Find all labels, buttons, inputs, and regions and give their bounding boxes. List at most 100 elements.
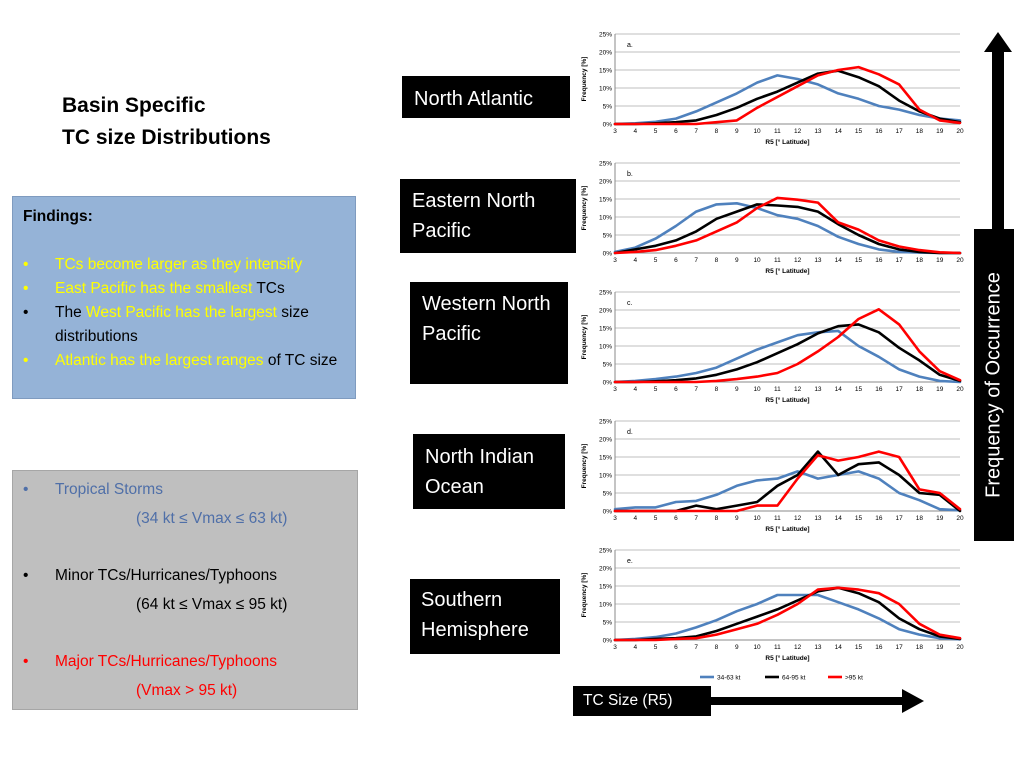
- x-tick-label: 3: [613, 128, 617, 135]
- y-tick-label: 10%: [599, 86, 612, 93]
- x-tick-label: 12: [794, 386, 802, 393]
- y-tick-label: 10%: [599, 473, 612, 480]
- bullet: •: [23, 481, 29, 498]
- x-tick-label: 16: [875, 386, 883, 393]
- x-tick-label: 18: [916, 644, 924, 651]
- x-tick-label: 13: [814, 257, 822, 264]
- y-tick-label: 25%: [599, 290, 612, 297]
- legend-label: >95 kt: [845, 675, 863, 682]
- series-line-1: [613, 470, 962, 512]
- x-tick-label: 12: [794, 257, 802, 264]
- x-tick-label: 3: [613, 644, 617, 651]
- series-line-2: [613, 450, 962, 513]
- y-tick-label: 20%: [599, 50, 612, 57]
- finding-text: The: [55, 304, 87, 321]
- x-tick-label: 5: [654, 644, 658, 651]
- y-tick-label: 25%: [599, 419, 612, 426]
- x-tick-label: 20: [956, 257, 964, 264]
- x-tick-label: 17: [896, 644, 904, 651]
- basin-label-north-atlantic: North Atlantic: [402, 76, 570, 118]
- storm-category-range: (Vmax > 95 kt): [136, 682, 238, 699]
- x-tick-label: 9: [735, 257, 739, 264]
- x-tick-label: 19: [936, 515, 944, 522]
- x-tick-label: 15: [855, 128, 863, 135]
- x-tick-label: 12: [794, 128, 802, 135]
- y-axis-label: Frequency [%]: [581, 444, 588, 489]
- y-tick-label: 5%: [603, 362, 613, 369]
- x-tick-label: 14: [835, 128, 843, 135]
- y-tick-label: 20%: [599, 566, 612, 573]
- x-tick-label: 20: [956, 644, 964, 651]
- chart-eastern-north-pacific: 0% 5% 10% 15% 20% 25% 3 4 5 6 7 8 9 10 11 12 13 14 15 16 17 1…: [581, 161, 964, 276]
- finding-text: East Pacific has the smallest: [55, 280, 257, 297]
- x-tick-label: 13: [814, 128, 822, 135]
- y-tick-label: 10%: [599, 344, 612, 351]
- x-tick-label: 6: [674, 515, 678, 522]
- y-tick-label: 5%: [603, 491, 613, 498]
- series-line-2: [613, 69, 962, 126]
- x-tick-label: 17: [896, 515, 904, 522]
- x-tick-label: 4: [633, 515, 637, 522]
- y-tick-label: 0%: [603, 251, 613, 258]
- x-tick-label: 7: [694, 128, 698, 135]
- x-tick-label: 9: [735, 128, 739, 135]
- panel-label: d.: [627, 429, 633, 436]
- x-tick-label: 13: [814, 644, 822, 651]
- series-line-1: [613, 329, 962, 384]
- x-tick-label: 16: [875, 515, 883, 522]
- tc-size-arrow-icon: [708, 689, 924, 713]
- series-line-1: [613, 201, 962, 255]
- y-tick-label: 15%: [599, 455, 612, 462]
- finding-text: Atlantic has the largest ranges: [55, 352, 264, 369]
- x-tick-label: 20: [956, 128, 964, 135]
- x-tick-label: 15: [855, 257, 863, 264]
- x-axis-label: R5 [° Latitude]: [765, 396, 809, 404]
- series-line-2: [613, 323, 962, 384]
- x-tick-label: 9: [735, 386, 739, 393]
- y-tick-label: 10%: [599, 602, 612, 609]
- x-tick-label: 10: [753, 644, 761, 651]
- bullet: •: [23, 567, 29, 584]
- y-tick-label: 25%: [599, 161, 612, 168]
- x-tick-label: 11: [774, 128, 781, 135]
- x-tick-label: 18: [916, 128, 924, 135]
- legend-label: 64-95 kt: [782, 675, 806, 682]
- finding-text: of TC size: [263, 352, 338, 369]
- x-axis-label: R5 [° Latitude]: [765, 138, 809, 146]
- storm-category-label: Tropical Storms: [55, 481, 163, 498]
- findings-list: TCs become larger as they intensify East …: [23, 253, 355, 373]
- slide-title-line2: TC size Distributions: [62, 126, 271, 149]
- x-tick-label: 6: [674, 128, 678, 135]
- x-tick-label: 7: [694, 386, 698, 393]
- x-tick-label: 16: [875, 644, 883, 651]
- x-tick-label: 18: [916, 257, 924, 264]
- x-tick-label: 6: [674, 257, 678, 264]
- series-line-3: [613, 586, 962, 642]
- x-tick-label: 18: [916, 515, 924, 522]
- finding-item: TCs become larger as they intensify: [23, 253, 355, 277]
- findings-header: Findings:: [23, 208, 93, 225]
- x-axis-label: R5 [° Latitude]: [765, 267, 809, 275]
- x-tick-label: 8: [715, 128, 719, 135]
- chart-north-atlantic: 0% 5% 10% 15% 20% 25% 3 4 5 6 7 8 9 10 11 12 13 14 15 16 17 1…: [581, 32, 964, 147]
- x-tick-label: 14: [835, 644, 843, 651]
- y-tick-label: 5%: [603, 233, 613, 240]
- x-tick-label: 14: [835, 257, 843, 264]
- x-tick-label: 6: [674, 644, 678, 651]
- x-tick-label: 19: [936, 128, 944, 135]
- x-tick-label: 18: [916, 386, 924, 393]
- bullet: •: [23, 653, 29, 670]
- x-tick-label: 11: [774, 644, 781, 651]
- x-tick-label: 15: [855, 515, 863, 522]
- y-tick-label: 0%: [603, 122, 613, 129]
- y-tick-label: 15%: [599, 68, 612, 75]
- panel-label: e.: [627, 558, 633, 565]
- series-line-3: [613, 307, 962, 384]
- series-line-1: [613, 74, 962, 126]
- x-tick-label: 9: [735, 515, 739, 522]
- frequency-arrow-icon: [984, 32, 1012, 230]
- x-tick-label: 4: [633, 386, 637, 393]
- storm-category-label: Minor TCs/Hurricanes/Typhoons: [55, 567, 277, 584]
- x-tick-label: 3: [613, 515, 617, 522]
- x-tick-label: 20: [956, 515, 964, 522]
